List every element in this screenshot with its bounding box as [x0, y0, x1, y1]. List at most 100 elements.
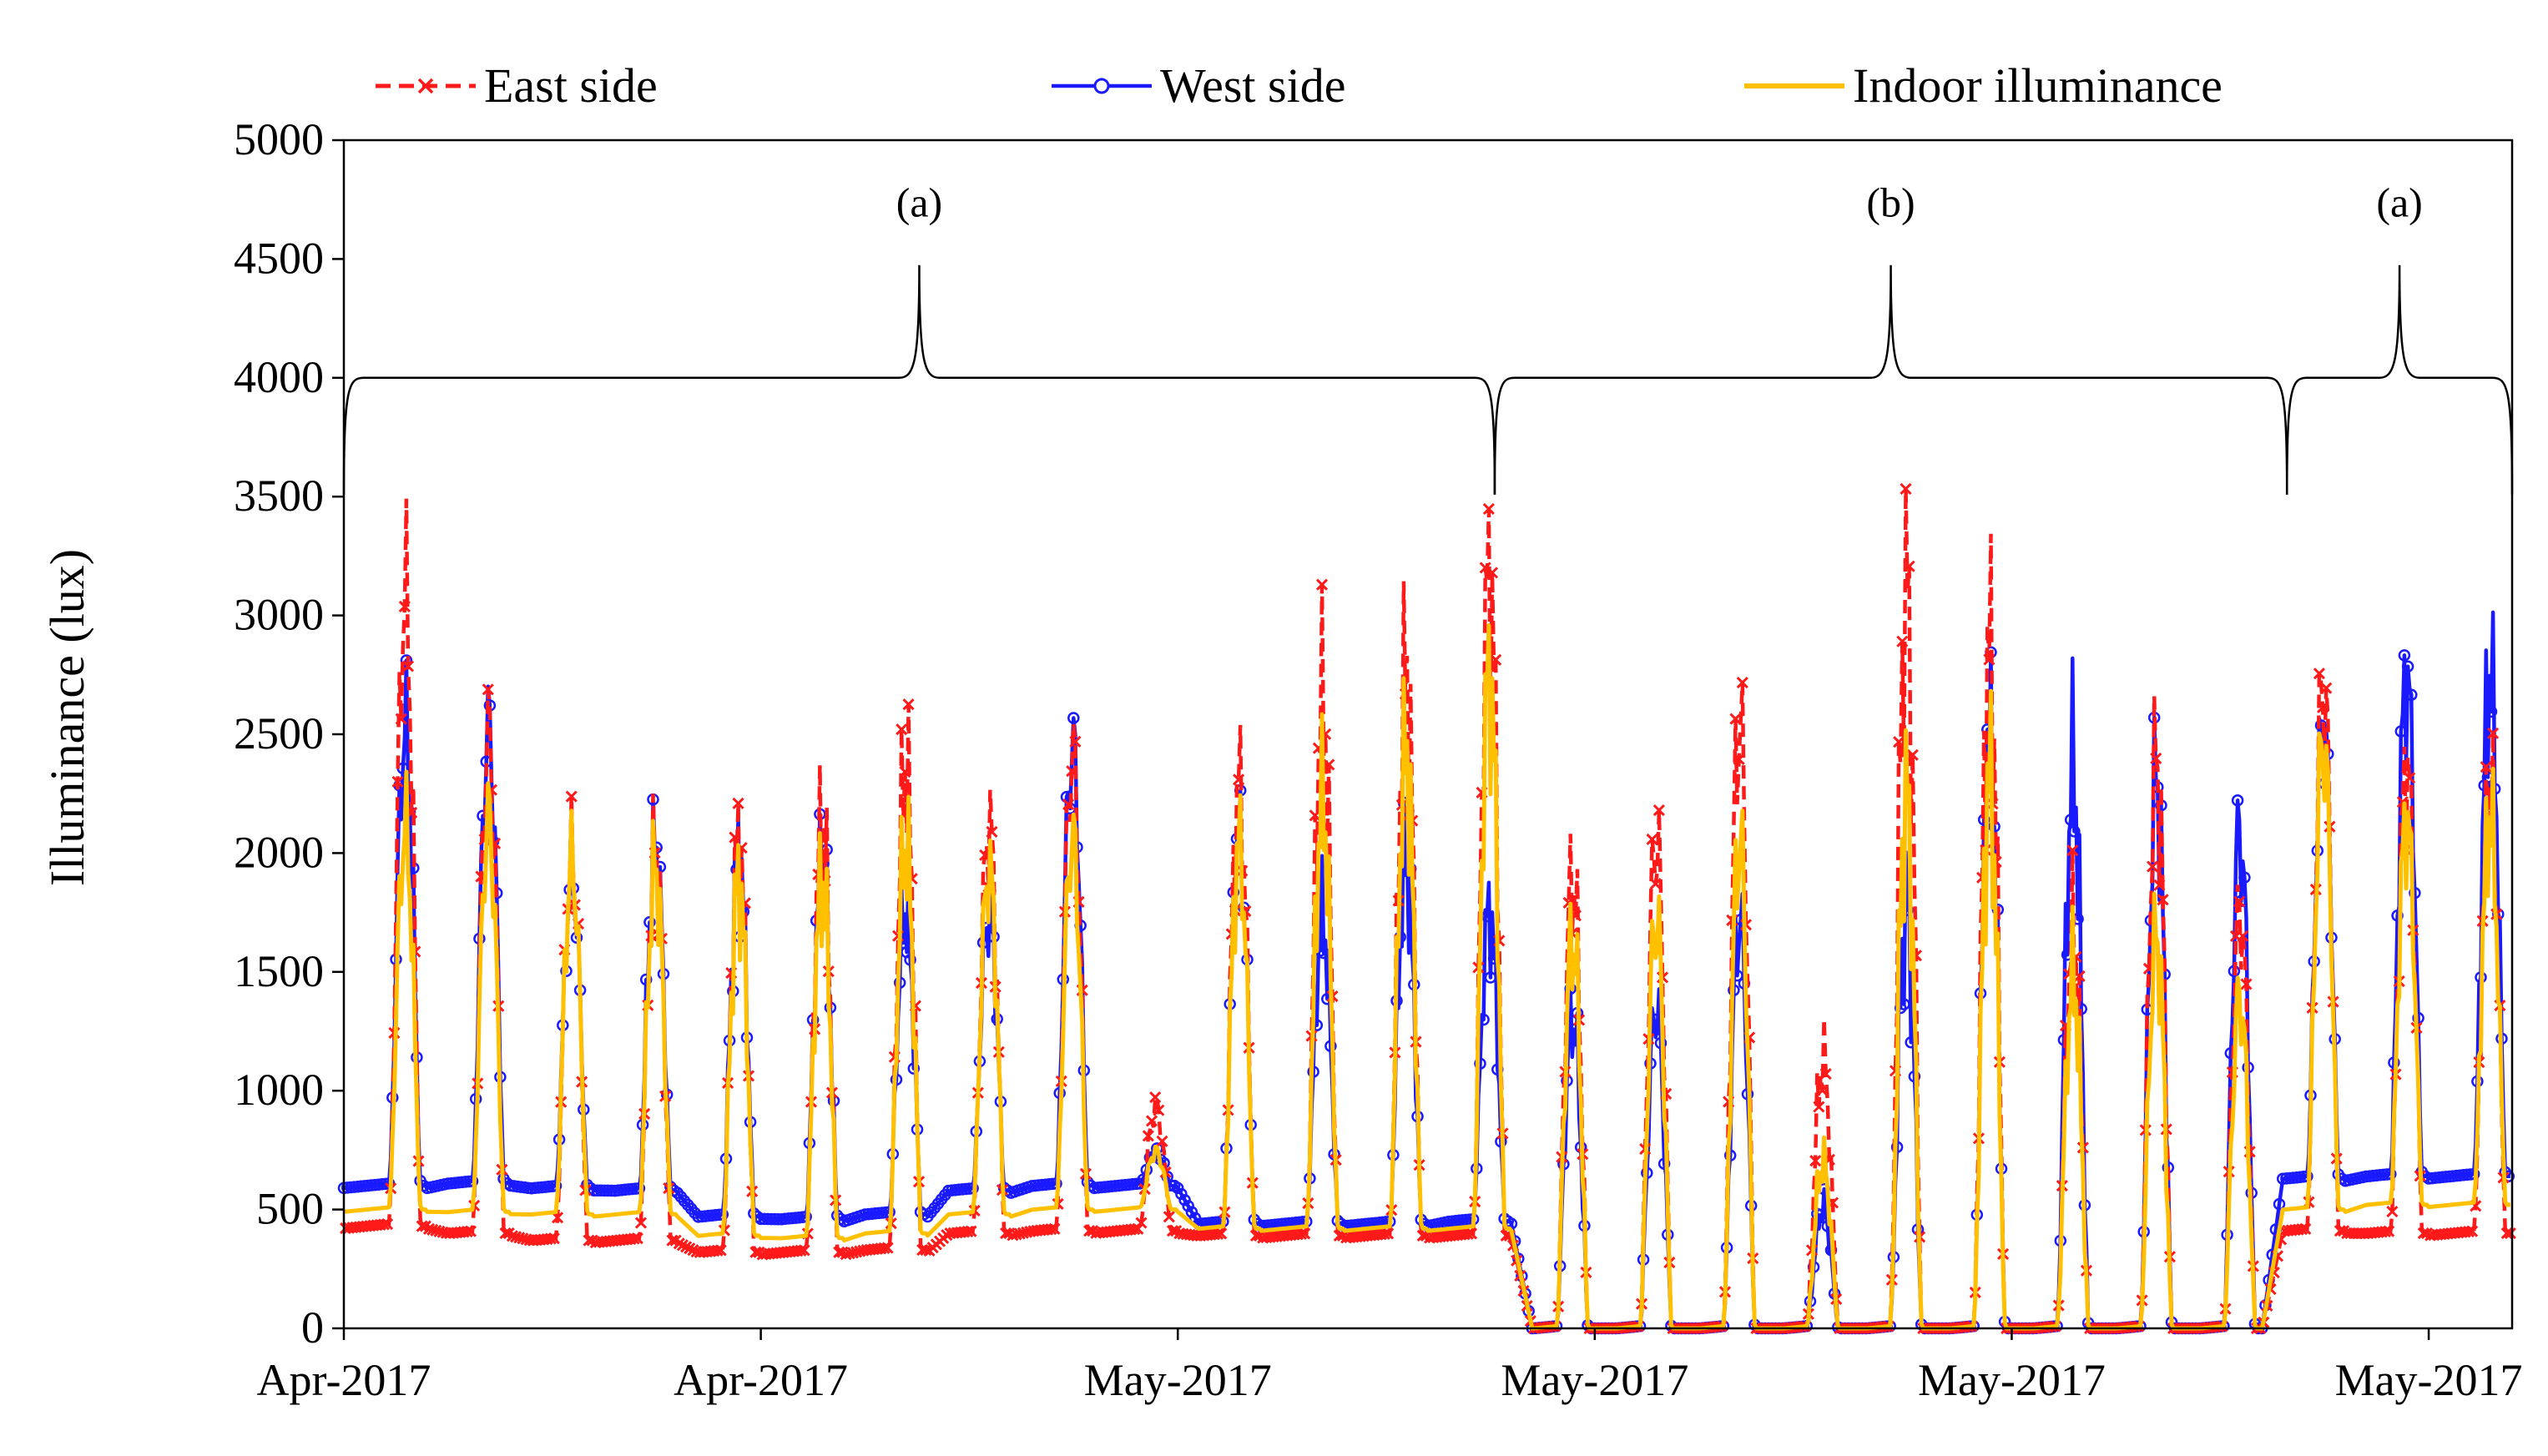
x-tick-label: Apr-2017 [674, 1355, 848, 1405]
data-point-west [1171, 1181, 1184, 1195]
data-point-east [1649, 878, 1662, 890]
y-tick-label: 3000 [234, 590, 324, 640]
data-point-east [1652, 804, 1665, 817]
data-point-east [2237, 930, 2249, 942]
annotation-label: (a) [896, 179, 943, 226]
period-annotations: (a) (b) (a) [342, 179, 2514, 495]
data-point-east [1906, 748, 1919, 761]
data-point-east [1233, 773, 1245, 786]
data-point-east [1416, 1229, 1429, 1242]
data-point-west [1175, 1187, 1188, 1201]
data-point-east [1736, 676, 1748, 689]
series-west [337, 610, 2515, 1335]
data-point-east [2487, 727, 2500, 739]
data-point-east [1315, 578, 1329, 591]
legend-label-east: East side [484, 58, 658, 113]
data-point-east [401, 660, 415, 673]
data-point-east [2480, 761, 2492, 773]
data-point-west [1067, 712, 1080, 724]
data-point-east [1465, 1227, 1478, 1240]
data-point-east [1156, 1135, 1168, 1147]
data-point-east [2066, 844, 2079, 857]
data-point-east [461, 1225, 473, 1238]
data-point-east [1163, 1211, 1175, 1223]
data-point-east [1153, 1104, 1165, 1116]
legend-item-indoor: Indoor illuminance [1744, 58, 2223, 113]
data-point-east [1646, 833, 1658, 845]
series-line-indoor [343, 623, 2511, 1331]
legend-item-east: East side [376, 58, 658, 113]
data-point-east [2317, 701, 2329, 713]
legend-label-indoor: Indoor illuminance [1853, 58, 2223, 113]
data-point-east [1066, 765, 1078, 778]
data-point-east [1900, 482, 1912, 496]
data-point-west [2485, 705, 2498, 718]
data-point-east [2500, 1227, 2513, 1240]
x-tick-label: May-2017 [2335, 1355, 2523, 1405]
data-point-east [666, 1234, 679, 1247]
data-point-east [2233, 895, 2246, 908]
data-point-east [631, 1232, 643, 1245]
data-point-east [1893, 736, 1905, 748]
data-point-east [749, 1246, 762, 1258]
data-point-east [1816, 1084, 1829, 1096]
data-point-east [391, 775, 404, 788]
data-point-east [1062, 798, 1075, 811]
data-point-east [2313, 668, 2325, 680]
data-point-east [499, 1227, 512, 1240]
legend: East side West side Indoor illuminance [376, 58, 2223, 113]
data-point-east [2157, 894, 2169, 906]
data-point-east [899, 766, 911, 778]
data-point-east [628, 1232, 640, 1245]
data-point-east [544, 1232, 557, 1245]
data-point-east [1145, 1115, 1158, 1127]
data-point-east [1983, 653, 1996, 666]
data-point-east [1212, 1227, 1224, 1240]
annotation-label: (b) [1866, 179, 1915, 226]
data-point-east [1323, 758, 1335, 771]
y-tick-label: 1500 [234, 946, 324, 996]
data-point-east [2334, 1225, 2346, 1237]
data-point-east [1333, 1229, 1345, 1242]
series-indoor [343, 623, 2511, 1331]
data-point-east [795, 1244, 807, 1257]
data-point-west [1182, 1200, 1194, 1212]
data-point-east [583, 1234, 595, 1247]
data-point-east [920, 1243, 932, 1257]
data-point-east [551, 1212, 564, 1224]
data-point-east [1048, 1222, 1061, 1235]
x-tick-label: May-2017 [1084, 1355, 1272, 1405]
data-point-west [2314, 719, 2328, 732]
data-point-east [881, 1242, 894, 1254]
data-point-east [1045, 1223, 1057, 1236]
data-point-west [1657, 1157, 1671, 1170]
data-point-east [1299, 1227, 1311, 1240]
data-point-east [1082, 1225, 1096, 1237]
curly-brace [2285, 264, 2514, 495]
data-point-east [2320, 682, 2333, 694]
data-point-east [732, 797, 744, 809]
data-point-west [2394, 725, 2408, 738]
legend-label-west: West side [1160, 58, 1345, 113]
curly-brace [1493, 264, 2288, 495]
data-point-east [565, 790, 578, 803]
data-point-east [1382, 1227, 1395, 1240]
data-point-east [896, 723, 908, 736]
data-point-west [2401, 660, 2414, 673]
data-point-east [1135, 1217, 1148, 1229]
data-point-east [1149, 1091, 1162, 1104]
data-point-east [2296, 1223, 2308, 1236]
y-tick-label: 2500 [234, 708, 324, 758]
data-point-east [714, 1244, 727, 1257]
data-point-east [398, 600, 411, 613]
series-east [340, 482, 2516, 1335]
data-point-east [1215, 1227, 1228, 1240]
data-point-west [1474, 1057, 1486, 1070]
y-axis-label: Illuminance (lux) [40, 549, 94, 886]
data-point-east [1903, 560, 1915, 572]
data-point-east [377, 1218, 390, 1231]
data-point-east [416, 1220, 428, 1232]
data-point-west [2273, 1197, 2286, 1211]
data-point-east [2147, 860, 2159, 873]
